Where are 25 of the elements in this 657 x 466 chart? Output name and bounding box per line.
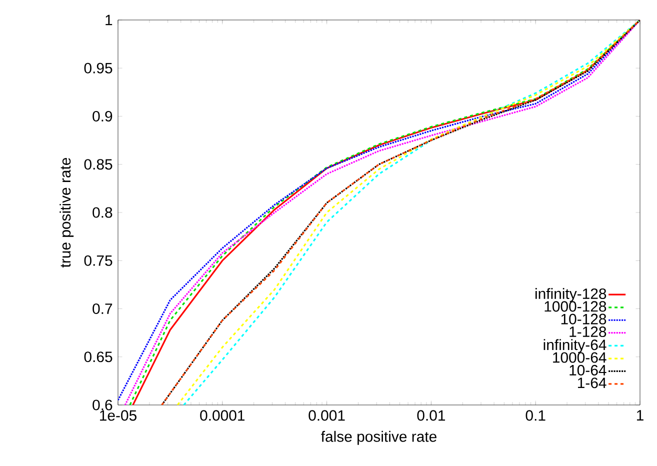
y-tick-label: 0.8 [92,207,112,218]
y-tick-label: 0.95 [84,62,112,74]
y-tick-label: 0.7 [92,303,112,314]
legend-label: 1000-128 [544,301,606,312]
y-tick-label: 0.85 [84,159,112,170]
x-tick-label: 0.0001 [200,410,245,421]
x-tick-label: 1e-05 [100,410,136,421]
y-tick-label: 0.65 [84,352,112,362]
legend-label: 1-64 [578,378,606,388]
legend-label: infinity-128 [536,288,606,302]
y-tick-label: 0.75 [84,255,112,266]
y-tick-label: 0.9 [92,110,112,122]
x-tick-label: 0.1 [526,410,546,421]
legend-label: 1000-64 [553,352,606,363]
legend-label: 10-128 [561,314,606,324]
y-tick-label: 1 [106,14,112,26]
x-axis-title: false positive rate [321,430,436,445]
x-tick-label: 0.001 [308,410,345,421]
legend-label: 10-64 [570,364,606,376]
x-tick-label: 1 [636,410,644,420]
legend-label: infinity-64 [544,339,606,354]
y-axis-title: true positive rate [60,158,74,268]
legend-label: 1-128 [570,326,606,338]
x-tick-label: 0.01 [417,410,446,421]
y-tick-label: 0.6 [92,400,112,410]
